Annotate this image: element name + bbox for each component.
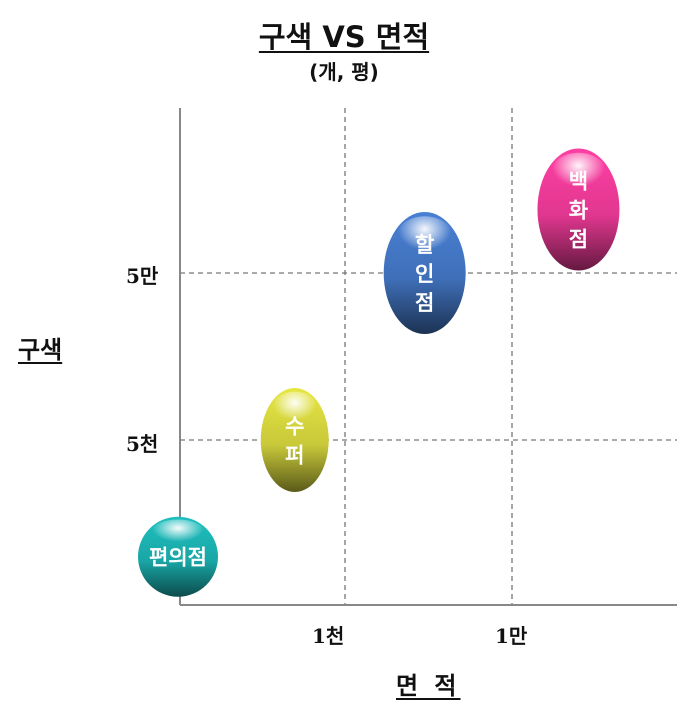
bubble-highlight-4 [548, 152, 608, 200]
x-tick-label-1: 1천 [312, 624, 345, 648]
x-axis-label: 면 적 [396, 672, 461, 700]
bubble-label-1: 편의점 [149, 546, 207, 570]
bubble-1: 편의점 [138, 516, 218, 597]
y-tick-label-1: 5천 [126, 432, 159, 456]
bubble-highlight-2 [270, 391, 320, 432]
chart-subtitle: (개, 평) [309, 60, 379, 84]
bubble-highlight-3 [395, 216, 455, 263]
bubble-layer: 편의점 수 퍼 할 인 점 백 화 점 [138, 148, 620, 597]
bubble-highlight-1 [149, 519, 207, 550]
chart-title: 구색 VS 면적 [258, 20, 430, 54]
x-tick-label-2: 1만 [495, 624, 528, 648]
y-tick-label-2: 5만 [126, 264, 159, 288]
y-axis-label: 구색 [18, 336, 63, 364]
